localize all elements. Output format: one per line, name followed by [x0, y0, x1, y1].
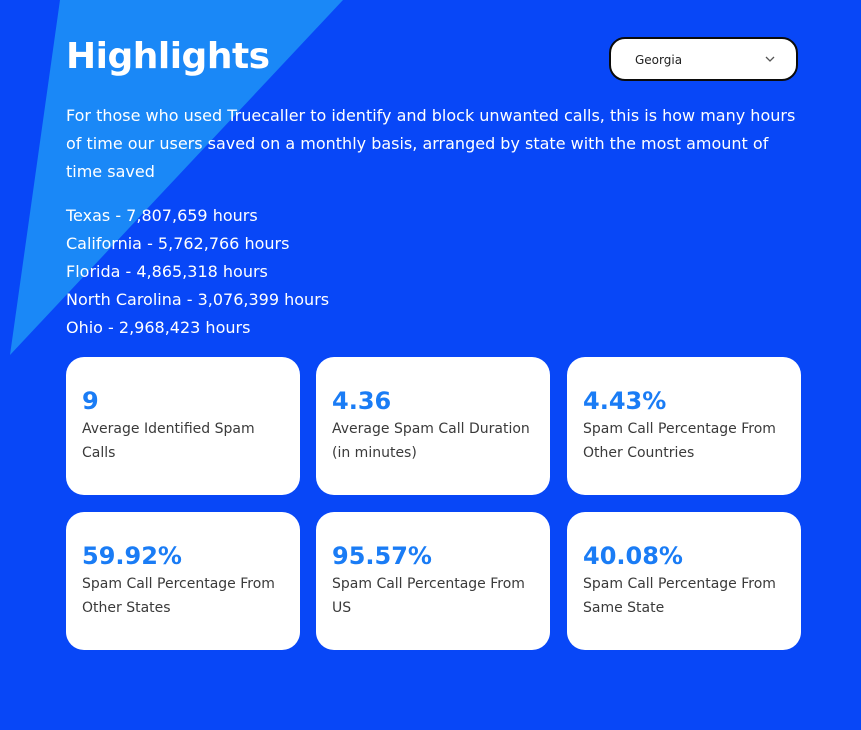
intro-description: For those who used Truecaller to identif…	[66, 106, 796, 181]
stat-value: 59.92%	[82, 542, 182, 570]
stat-card: 59.92% Spam Call Percentage From Other S…	[66, 512, 300, 650]
page-title: Highlights	[66, 36, 270, 77]
stat-label: Spam Call Percentage From US	[332, 576, 525, 616]
stat-value: 95.57%	[332, 542, 432, 570]
stat-card: 95.57% Spam Call Percentage From US	[316, 512, 550, 650]
stat-label: Spam Call Percentage From Other States	[82, 576, 275, 616]
stat-label: Spam Call Percentage From Same State	[583, 576, 776, 616]
state-list-item: North Carolina - 3,076,399 hours	[66, 290, 330, 309]
state-list-item: Texas - 7,807,659 hours	[66, 206, 258, 225]
stat-value: 4.36	[332, 387, 392, 415]
state-list-item: Florida - 4,865,318 hours	[66, 262, 268, 281]
stat-label: Average Spam Call Duration (in minutes)	[332, 421, 530, 461]
stat-value: 40.08%	[583, 542, 683, 570]
chevron-down-icon	[765, 56, 775, 62]
stat-card: 4.43% Spam Call Percentage From Other Co…	[567, 357, 801, 495]
state-list-item: Ohio - 2,968,423 hours	[66, 318, 251, 337]
stat-card: 40.08% Spam Call Percentage From Same St…	[567, 512, 801, 650]
stat-card: 4.36 Average Spam Call Duration (in minu…	[316, 357, 550, 495]
stat-card: 9 Average Identified Spam Calls	[66, 357, 300, 495]
state-select-dropdown[interactable]: Georgia	[609, 37, 798, 81]
stat-value: 9	[82, 387, 99, 415]
state-list-item: California - 5,762,766 hours	[66, 234, 290, 253]
stat-label: Average Identified Spam Calls	[82, 421, 255, 461]
stat-label: Spam Call Percentage From Other Countrie…	[583, 421, 776, 461]
top-states-list: Texas - 7,807,659 hours California - 5,7…	[66, 202, 329, 342]
stat-value: 4.43%	[583, 387, 667, 415]
state-select-value: Georgia	[635, 53, 683, 67]
